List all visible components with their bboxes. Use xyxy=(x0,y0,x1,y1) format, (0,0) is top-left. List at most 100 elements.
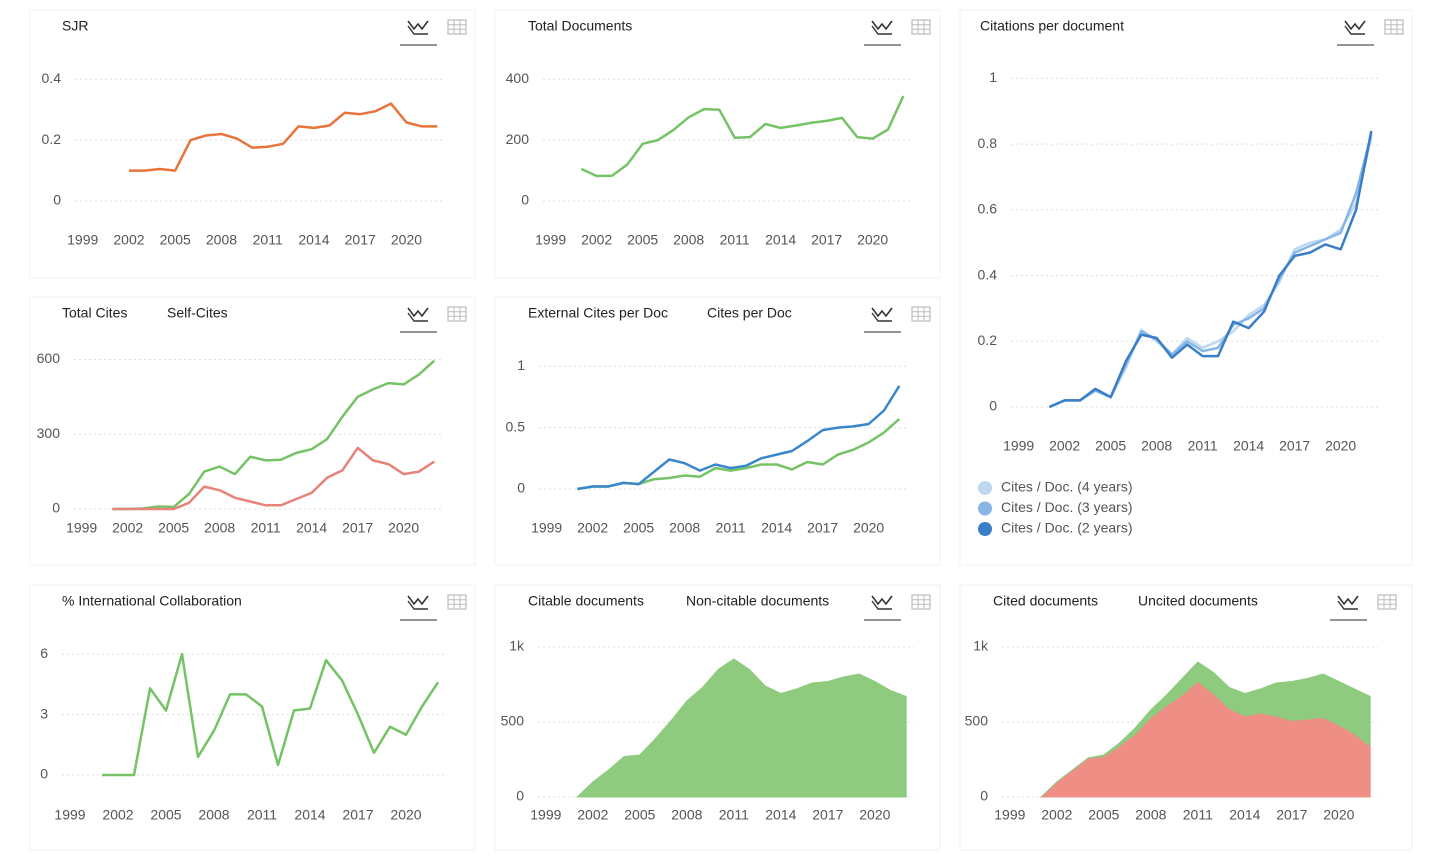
chart-view-icon[interactable] xyxy=(1344,20,1366,31)
x-tick-label: 2017 xyxy=(342,520,373,536)
x-tick-label: 2005 xyxy=(1095,438,1126,454)
y-tick-label: 0.5 xyxy=(506,418,526,434)
x-tick-label: 2017 xyxy=(1276,807,1307,823)
table-view-icon[interactable] xyxy=(1384,19,1404,35)
series-line xyxy=(112,446,435,511)
x-tick-label: 1999 xyxy=(1003,438,1034,454)
x-tick-label: 2011 xyxy=(1183,807,1213,823)
table-view-icon[interactable] xyxy=(447,594,467,610)
x-tick-label: 2020 xyxy=(853,520,884,536)
x-tick-label: 2011 xyxy=(716,520,746,536)
chart-view-icon[interactable] xyxy=(407,595,429,606)
y-tick-label: 0 xyxy=(989,398,997,414)
y-tick-label: 0 xyxy=(53,192,61,208)
y-tick-label: 0 xyxy=(52,500,60,516)
legend-label[interactable]: Total Cites xyxy=(62,305,127,321)
series-line xyxy=(577,385,901,491)
chart-view-icon[interactable] xyxy=(871,20,893,31)
table-view-icon[interactable] xyxy=(1377,594,1397,610)
legend-label[interactable]: Cites / Doc. (3 years) xyxy=(1001,499,1132,515)
x-tick-label: 2011 xyxy=(719,807,749,823)
series-area xyxy=(575,658,907,798)
chart-title: Total Documents xyxy=(528,18,632,34)
chart-view-icon[interactable] xyxy=(407,307,429,318)
legend-label[interactable]: Citable documents xyxy=(528,593,644,609)
y-tick-label: 0 xyxy=(516,788,524,804)
x-tick-label: 2008 xyxy=(204,520,235,536)
chart-title: Citations per document xyxy=(980,18,1124,34)
legend-marker[interactable] xyxy=(978,481,992,495)
legend-marker[interactable] xyxy=(978,522,992,536)
y-tick-label: 0 xyxy=(517,480,525,496)
series-line xyxy=(1048,130,1373,409)
legend-label[interactable]: External Cites per Doc xyxy=(528,305,668,321)
x-tick-label: 1999 xyxy=(530,807,561,823)
legend-label[interactable]: Cites / Doc. (2 years) xyxy=(1001,520,1132,536)
y-tick-label: 1k xyxy=(973,638,989,654)
y-tick-label: 500 xyxy=(965,713,989,729)
x-tick-label: 2014 xyxy=(1233,438,1264,454)
x-tick-label: 2014 xyxy=(1229,807,1260,823)
x-tick-label: 1999 xyxy=(54,807,85,823)
table-view-icon[interactable] xyxy=(447,19,467,35)
legend-marker[interactable] xyxy=(978,501,992,516)
x-tick-label: 2020 xyxy=(391,232,422,248)
x-tick-label: 2017 xyxy=(811,232,842,248)
x-tick-label: 2002 xyxy=(1041,807,1072,823)
x-tick-label: 2017 xyxy=(1279,438,1310,454)
series-line xyxy=(102,652,440,777)
panel xyxy=(494,296,941,566)
panel xyxy=(29,9,476,279)
chart-view-icon-line xyxy=(871,600,892,610)
table-view-icon[interactable] xyxy=(447,306,467,322)
y-tick-label: 1 xyxy=(517,357,525,373)
y-tick-label: 500 xyxy=(501,713,525,729)
table-view-icon[interactable] xyxy=(911,594,931,610)
chart-view-icon[interactable] xyxy=(871,595,893,606)
chart-view-icon-line xyxy=(1344,25,1365,35)
y-tick-label: 0 xyxy=(40,766,48,782)
x-tick-label: 2014 xyxy=(294,807,325,823)
x-tick-label: 2011 xyxy=(253,232,283,248)
legend-label[interactable]: Cites / Doc. (4 years) xyxy=(1001,479,1132,495)
x-tick-label: 2011 xyxy=(251,520,281,536)
x-tick-label: 2014 xyxy=(765,807,796,823)
chart-view-icon-line xyxy=(1337,600,1358,610)
legend-label[interactable]: Non-citable documents xyxy=(686,593,829,609)
x-tick-label: 2002 xyxy=(577,520,608,536)
table-view-icon[interactable] xyxy=(911,306,931,322)
x-tick-label: 2014 xyxy=(761,520,792,536)
x-tick-label: 2008 xyxy=(671,807,702,823)
table-view-icon[interactable] xyxy=(911,19,931,35)
legend-label[interactable]: Self-Cites xyxy=(167,305,228,321)
x-tick-label: 2002 xyxy=(1049,438,1080,454)
chart-view-icon[interactable] xyxy=(1337,595,1359,606)
legend-label[interactable]: Uncited documents xyxy=(1138,593,1258,609)
y-tick-label: 0.4 xyxy=(978,266,998,282)
chart-view-icon[interactable] xyxy=(407,20,429,31)
series-line xyxy=(112,359,436,511)
legend-label[interactable]: Cited documents xyxy=(993,593,1098,609)
y-tick-label: 6 xyxy=(40,645,48,661)
chart-view-icon[interactable] xyxy=(871,307,893,318)
y-tick-label: 0.6 xyxy=(978,201,998,217)
chart-view-icon-line xyxy=(407,312,428,322)
chart-title: SJR xyxy=(62,18,88,34)
x-tick-label: 1999 xyxy=(535,232,566,248)
panel xyxy=(29,296,476,566)
legend-label[interactable]: Cites per Doc xyxy=(707,305,792,321)
x-tick-label: 2005 xyxy=(160,232,191,248)
x-tick-label: 2011 xyxy=(720,232,750,248)
x-tick-label: 2005 xyxy=(623,520,654,536)
x-tick-label: 2008 xyxy=(673,232,704,248)
x-tick-label: 2002 xyxy=(581,232,612,248)
x-tick-label: 2008 xyxy=(1141,438,1172,454)
y-tick-label: 0.2 xyxy=(978,332,998,348)
panel xyxy=(959,9,1413,566)
y-tick-label: 0.8 xyxy=(978,135,998,151)
x-tick-label: 2011 xyxy=(1188,438,1218,454)
x-tick-label: 2005 xyxy=(158,520,189,536)
x-tick-label: 2002 xyxy=(577,807,608,823)
x-tick-label: 2008 xyxy=(669,520,700,536)
